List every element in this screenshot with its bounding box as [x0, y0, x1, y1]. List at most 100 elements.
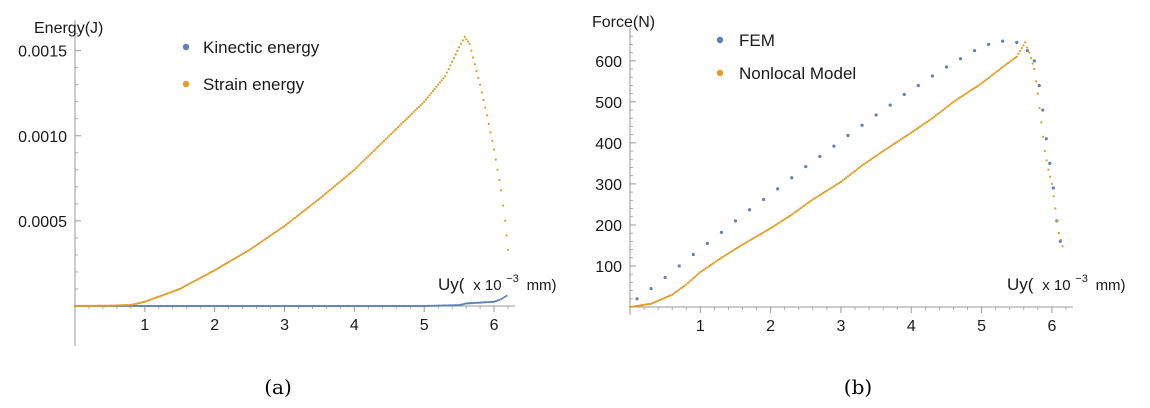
- data-point-kinetic: [334, 304, 337, 308]
- data-point-strain: [353, 168, 356, 171]
- data-point-strain: [150, 298, 153, 301]
- data-point-strain: [203, 274, 206, 277]
- data-point-kinetic: [360, 304, 363, 308]
- force-chart: 1 2 3 4 5 6 100 200 300 400 500 600 Force(N) FEM No…: [592, 14, 1126, 399]
- data-point-strain: [142, 301, 145, 304]
- data-point-kinetic: [143, 304, 146, 308]
- data-point-strain: [377, 144, 380, 148]
- data-point-kinetic: [484, 301, 487, 304]
- data-point-strain: [262, 239, 265, 242]
- data-point-strain: [482, 98, 485, 102]
- data-point-strain: [239, 253, 242, 257]
- data-point-kinetic: [487, 300, 490, 304]
- data-point-nonlocal: [760, 232, 763, 235]
- force-legend: FEM Nonlocal Model: [716, 31, 856, 83]
- data-point-kinetic: [379, 304, 382, 308]
- data-point-strain: [365, 156, 368, 159]
- data-point-kinetic: [227, 304, 230, 308]
- data-point-strain: [154, 296, 157, 300]
- data-point-strain: [103, 304, 106, 307]
- data-point-kinetic: [133, 304, 136, 308]
- data-point-kinetic: [478, 301, 482, 304]
- data-point-kinetic: [136, 304, 139, 308]
- data-point-strain: [370, 151, 373, 154]
- data-point-fem: [1041, 108, 1045, 112]
- data-point-strain: [314, 200, 318, 203]
- data-point-kinetic: [396, 304, 400, 308]
- data-point-strain: [269, 234, 272, 237]
- data-point-strain: [321, 194, 325, 197]
- data-point-kinetic: [182, 304, 185, 308]
- data-point-kinetic: [175, 304, 178, 308]
- data-point-strain: [276, 229, 279, 232]
- data-point-strain: [348, 173, 351, 176]
- data-point-kinetic: [410, 304, 414, 308]
- data-point-nonlocal: [959, 96, 962, 99]
- x-tick-label: 6: [1047, 318, 1056, 335]
- data-point-kinetic: [473, 301, 476, 305]
- data-point-nonlocal: [917, 126, 920, 129]
- data-point-strain: [220, 265, 223, 268]
- data-point-kinetic: [246, 304, 249, 308]
- data-point-strain: [265, 236, 269, 239]
- data-point-kinetic: [452, 304, 455, 307]
- data-point-strain: [382, 139, 386, 142]
- data-point-kinetic: [208, 304, 211, 308]
- data-point-strain: [255, 243, 258, 247]
- data-point-fem: [691, 252, 695, 257]
- data-point-kinetic: [437, 304, 440, 307]
- data-point-kinetic: [381, 304, 384, 308]
- data-point-strain: [306, 207, 309, 210]
- x-tick-label: 4: [350, 317, 359, 334]
- data-point-kinetic: [258, 304, 262, 308]
- data-point-kinetic: [232, 304, 235, 308]
- data-point-nonlocal: [1036, 92, 1039, 95]
- data-point-nonlocal: [762, 231, 765, 234]
- data-point-strain: [372, 149, 375, 153]
- data-point-strain: [168, 291, 171, 294]
- data-point-nonlocal: [890, 144, 894, 147]
- data-point-nonlocal: [889, 145, 892, 148]
- data-point-strain: [152, 297, 155, 300]
- data-point-strain: [229, 259, 232, 263]
- data-point-strain: [86, 304, 89, 307]
- data-point-kinetic: [140, 304, 143, 308]
- data-point-strain: [461, 39, 464, 42]
- data-point-strain: [82, 304, 85, 308]
- data-point-kinetic: [192, 304, 195, 308]
- data-point-nonlocal: [820, 192, 823, 196]
- data-point-strain: [124, 304, 127, 307]
- data-point-strain: [264, 238, 267, 241]
- data-point-fem: [1015, 40, 1019, 44]
- data-point-strain: [478, 83, 482, 86]
- data-point-strain: [313, 201, 316, 204]
- data-point-nonlocal: [790, 213, 793, 216]
- data-point-kinetic: [168, 304, 171, 308]
- data-point-nonlocal: [676, 289, 679, 292]
- data-point-strain: [430, 92, 433, 95]
- data-point-strain: [190, 281, 194, 284]
- data-point-nonlocal: [985, 78, 988, 81]
- data-point-kinetic: [423, 304, 426, 308]
- data-point-strain: [473, 63, 476, 66]
- data-point-nonlocal: [774, 223, 778, 226]
- data-point-fem: [663, 275, 667, 280]
- data-point-kinetic: [445, 304, 448, 307]
- data-point-nonlocal: [1001, 65, 1004, 69]
- data-point-strain: [155, 296, 159, 299]
- data-point-kinetic: [492, 300, 496, 303]
- data-point-kinetic: [142, 304, 145, 308]
- data-point-nonlocal: [655, 300, 658, 303]
- data-point-nonlocal: [681, 285, 684, 289]
- data-point-kinetic: [197, 304, 201, 308]
- data-point-nonlocal: [1010, 59, 1013, 62]
- data-point-strain: [73, 304, 77, 308]
- data-point-kinetic: [178, 304, 181, 308]
- data-point-nonlocal: [883, 148, 887, 152]
- data-point-strain: [77, 304, 80, 308]
- data-point-nonlocal: [938, 111, 941, 114]
- data-point-nonlocal: [843, 178, 846, 181]
- data-point-nonlocal: [845, 176, 848, 179]
- data-point-nonlocal: [642, 303, 646, 306]
- data-point-kinetic: [472, 301, 475, 305]
